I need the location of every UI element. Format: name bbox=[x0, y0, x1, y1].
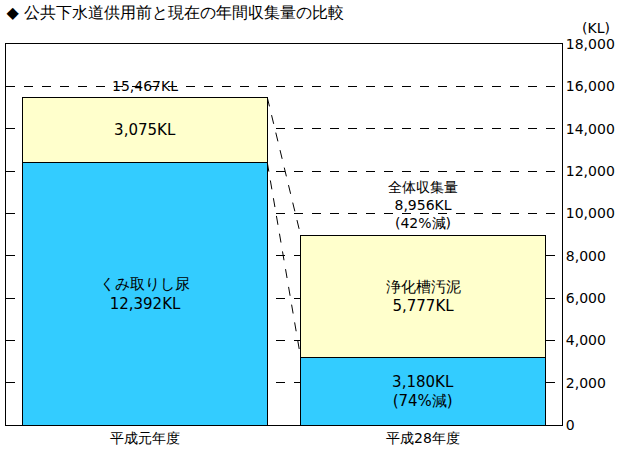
svg-text:全体収集量8,956KL(42%減): 全体収集量8,956KL(42%減) bbox=[388, 179, 458, 231]
svg-text:2,000: 2,000 bbox=[566, 375, 606, 391]
svg-text:0: 0 bbox=[566, 417, 575, 433]
svg-text:くみ取りし尿12,392KL: くみ取りし尿12,392KL bbox=[100, 275, 190, 313]
svg-text:8,000: 8,000 bbox=[566, 248, 606, 264]
svg-text:10,000: 10,000 bbox=[566, 205, 615, 221]
svg-text:3,180KL(74%減): 3,180KL(74%減) bbox=[392, 373, 454, 411]
svg-text:平成28年度: 平成28年度 bbox=[386, 430, 460, 446]
svg-text:4,000: 4,000 bbox=[566, 332, 606, 348]
svg-text:16,000: 16,000 bbox=[566, 78, 615, 94]
svg-text:◆ 公共下水道供用前と現在の年間収集量の比較: ◆ 公共下水道供用前と現在の年間収集量の比較 bbox=[6, 3, 343, 22]
svg-text:(KL): (KL) bbox=[582, 20, 610, 36]
svg-text:平成元年度: 平成元年度 bbox=[110, 430, 180, 446]
svg-text:6,000: 6,000 bbox=[566, 290, 606, 306]
svg-text:14,000: 14,000 bbox=[566, 121, 615, 137]
svg-text:3,075KL: 3,075KL bbox=[114, 121, 176, 139]
svg-text:15,467KL: 15,467KL bbox=[112, 78, 178, 94]
svg-text:18,000: 18,000 bbox=[566, 36, 615, 52]
svg-text:浄化槽汚泥5,777KL: 浄化槽汚泥5,777KL bbox=[386, 278, 461, 316]
svg-text:12,000: 12,000 bbox=[566, 163, 615, 179]
